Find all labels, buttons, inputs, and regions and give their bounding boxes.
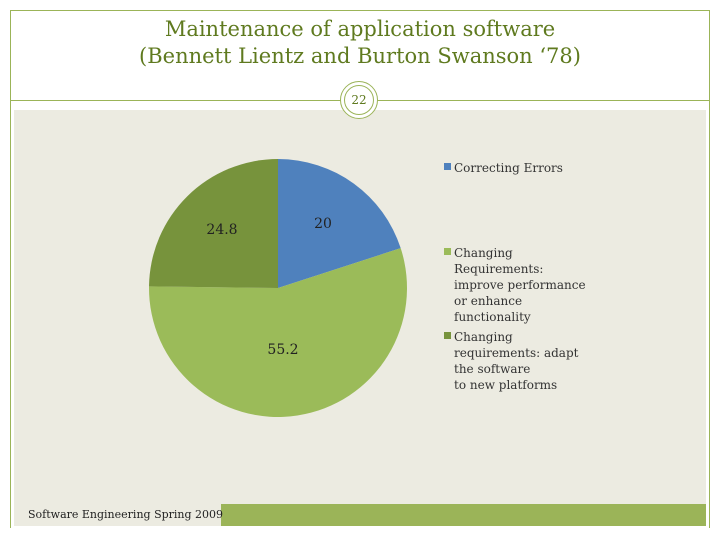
pie-slices <box>148 159 407 417</box>
legend-label-2-line-4: or enhance <box>454 294 522 308</box>
slide-title: Maintenance of application software (Ben… <box>20 16 700 70</box>
frame-right-border <box>709 10 710 528</box>
legend-label-2-line-1: Changing <box>454 246 513 260</box>
pie-slice-2 <box>148 248 407 417</box>
data-label-3: 24.8 <box>206 222 237 238</box>
legend-label-1-line-1: Correcting Errors <box>454 161 563 175</box>
legend-swatch-1 <box>444 163 451 170</box>
frame-top-border <box>10 10 710 11</box>
pie-data-labels: 20 55.2 24.8 <box>206 216 332 358</box>
legend-label-3-line-4: to new platforms <box>454 378 557 392</box>
legend-label-3-line-1: Changing <box>454 330 513 344</box>
legend-label-2-line-3: improve performance <box>454 278 586 292</box>
footer-accent-stripe <box>221 504 706 526</box>
legend-swatch-2 <box>444 248 451 255</box>
legend-label-2-line-2: Requirements: <box>454 262 543 276</box>
slide-number: 22 <box>344 85 374 115</box>
frame-left-border <box>10 10 11 528</box>
legend-label-3-line-2: requirements: adapt <box>454 346 579 360</box>
data-label-1: 20 <box>314 216 332 232</box>
chart-legend: Correcting Errors Changing Requirements: im… <box>444 161 586 392</box>
legend-label-2-line-5: functionality <box>454 310 531 324</box>
legend-label-3-line-3: the software <box>454 362 530 376</box>
slide-title-line2: (Bennett Lientz and Burton Swanson ‘78) <box>139 44 581 68</box>
pie-slice-1 <box>278 159 401 288</box>
slide-number-badge: 22 <box>340 81 378 119</box>
legend-swatch-3 <box>444 332 451 339</box>
data-label-2: 55.2 <box>267 342 298 358</box>
pie-slice-3 <box>149 159 278 288</box>
footer-text: Software Engineering Spring 2009 <box>28 508 224 521</box>
slide-title-line1: Maintenance of application software <box>164 17 556 41</box>
